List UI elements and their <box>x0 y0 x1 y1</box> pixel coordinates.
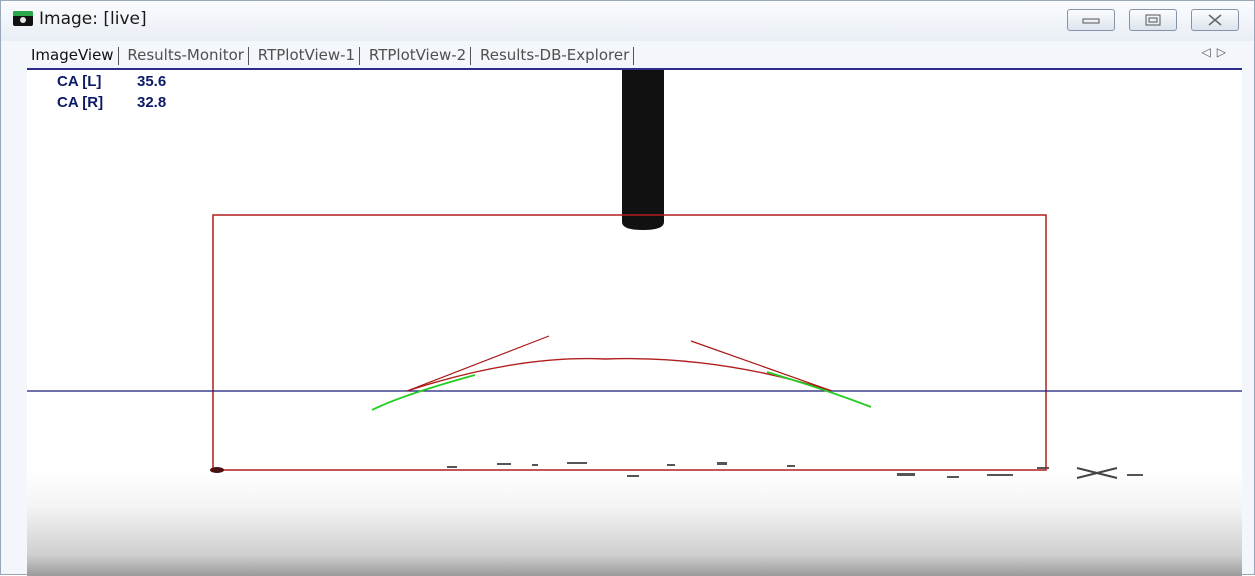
right-tangent-line <box>690 340 833 392</box>
minimize-icon <box>1082 18 1100 24</box>
tab-results-monitor[interactable]: Results-Monitor <box>127 46 244 64</box>
roi-rectangle <box>212 214 1047 471</box>
close-button[interactable] <box>1191 9 1239 31</box>
left-tangent-line <box>406 335 550 392</box>
tab-rtplotview-2[interactable]: RTPlotView-2 <box>368 46 467 64</box>
readout-label: CA [L] <box>57 73 102 90</box>
roi-corner-marker <box>210 467 224 473</box>
triangle-right-icon[interactable]: ▷ <box>1216 45 1232 59</box>
drop-profile-curve <box>406 357 833 392</box>
window-title: Image: [live] <box>39 9 147 29</box>
minimize-button[interactable] <box>1067 9 1115 31</box>
close-icon <box>1208 14 1222 26</box>
drop-image <box>27 70 1242 576</box>
camera-icon <box>13 11 33 26</box>
readout-value: 35.6 <box>137 73 167 90</box>
dosing-needle <box>622 70 664 230</box>
substrate-shading <box>27 470 1242 576</box>
contact-angle-left: CA [L] 35.6 <box>57 73 166 90</box>
tab-separator <box>633 46 635 65</box>
view-tabs: ImageView Results-Monitor RTPlotView-1 R… <box>27 43 1254 67</box>
tab-rtplotview-1[interactable]: RTPlotView-1 <box>257 46 356 64</box>
tab-separator <box>247 46 249 65</box>
left-contact-fit <box>371 374 476 411</box>
image-view[interactable]: CA [L] 35.6 CA [R] 32.8 <box>27 68 1242 576</box>
tab-separator <box>470 46 472 65</box>
readout-label: CA [R] <box>57 94 104 111</box>
maximize-icon <box>1145 14 1161 26</box>
tab-separator <box>117 46 119 65</box>
tab-results-db-explorer[interactable]: Results-DB-Explorer <box>479 46 630 64</box>
right-contact-fit <box>766 371 872 408</box>
contact-angle-right: CA [R] 32.8 <box>57 94 166 111</box>
triangle-left-icon[interactable]: ◁ <box>1201 45 1217 59</box>
maximize-button[interactable] <box>1129 9 1177 31</box>
surface-speckles <box>447 462 1143 479</box>
tab-scroll-buttons: ◁▷ <box>1202 45 1232 59</box>
tab-separator <box>359 46 361 65</box>
title-bar[interactable]: Image: [live] <box>1 1 1254 41</box>
readout-value: 32.8 <box>137 94 167 111</box>
tab-imageview[interactable]: ImageView <box>31 46 114 64</box>
